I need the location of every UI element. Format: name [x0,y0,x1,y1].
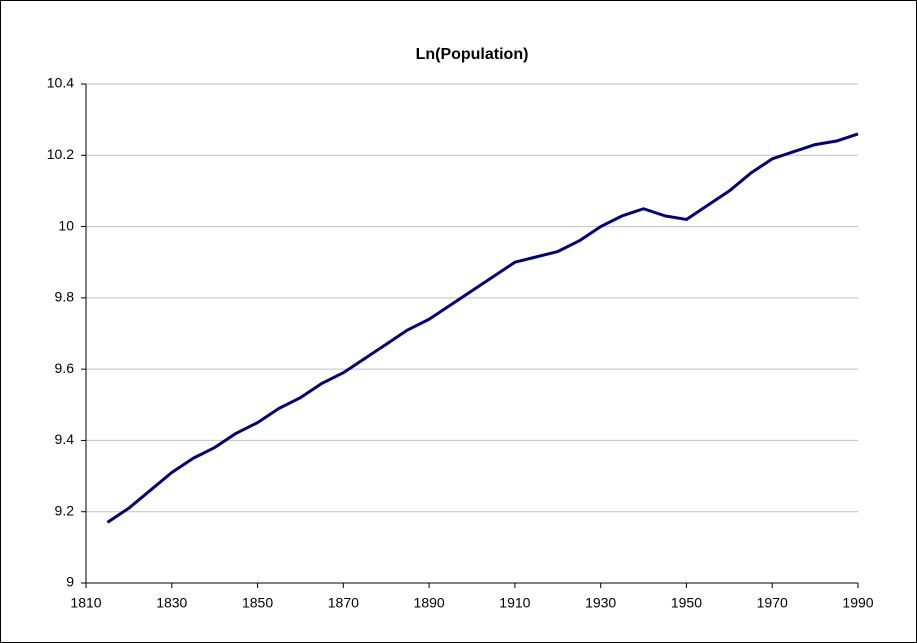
y-tick-label: 9.2 [55,502,75,518]
x-tick-label: 1990 [842,595,873,611]
chart-title: Ln(Population) [416,46,529,63]
x-tick-label: 1970 [757,595,788,611]
y-tick-label: 9.6 [55,360,75,376]
y-tick-label: 9.8 [55,289,75,305]
x-tick-label: 1830 [156,595,187,611]
x-tick-label: 1810 [70,595,101,611]
y-tick-label: 10.4 [47,75,74,91]
x-tick-label: 1950 [671,595,702,611]
x-tick-label: 1890 [414,595,445,611]
y-tick-label: 10.2 [47,146,74,162]
line-series [106,132,859,524]
y-tick-label: 9 [66,574,74,590]
x-tick-label: 1910 [499,595,530,611]
y-tick-label: 10 [58,217,74,233]
x-tick-label: 1870 [328,595,359,611]
y-tick-label: 9.4 [55,431,75,447]
x-tick-label: 1850 [242,595,273,611]
x-tick-label: 1930 [585,595,616,611]
